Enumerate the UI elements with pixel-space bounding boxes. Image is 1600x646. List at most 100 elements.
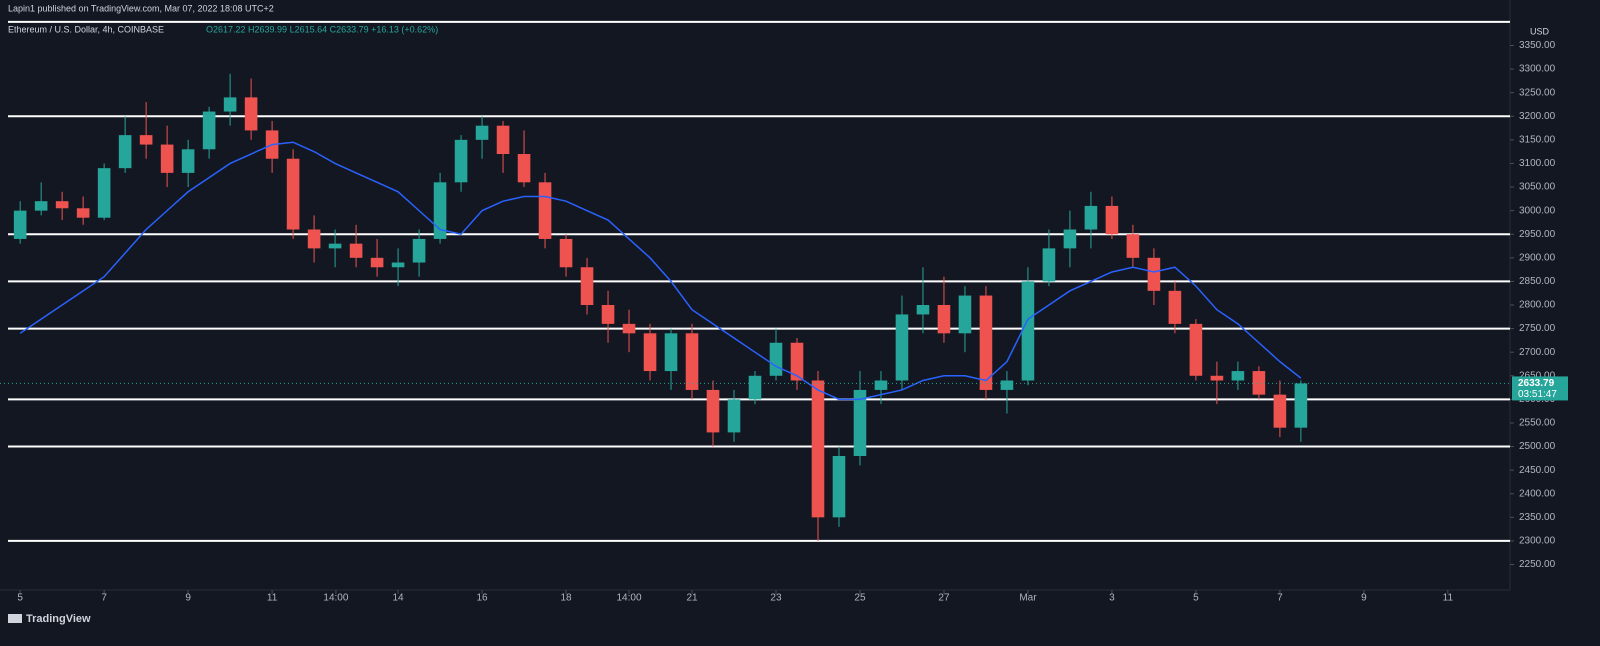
y-tick-label: 2700.00 [1519, 347, 1556, 358]
y-tick-label: 2550.00 [1519, 418, 1556, 429]
candle-body [55, 201, 69, 209]
candle-body [622, 323, 636, 334]
y-tick-label: 3050.00 [1519, 182, 1556, 193]
y-tick-label: 3300.00 [1519, 64, 1556, 75]
candle-body [979, 295, 993, 390]
candle-body [34, 201, 48, 211]
ohlc-legend: O2617.22 H2639.99 L2615.64 C2633.79 +16.… [206, 24, 438, 34]
candle-body [286, 158, 300, 230]
candle-body [769, 342, 783, 376]
candle-body [160, 144, 174, 173]
candle-body [13, 210, 27, 239]
candle-body [811, 380, 825, 518]
candle-body [790, 342, 804, 381]
last-price-label: 2633.79 [1518, 378, 1555, 389]
candle-body [895, 314, 909, 381]
y-tick-label: 2950.00 [1519, 229, 1556, 240]
x-tick-label: 11 [1443, 593, 1454, 604]
candle-body [580, 267, 594, 305]
y-tick-label: 2900.00 [1519, 252, 1556, 263]
y-tick-label: 2750.00 [1519, 323, 1556, 334]
candle-body [1252, 371, 1266, 395]
candle-body [202, 111, 216, 150]
x-tick-label: 14 [393, 593, 405, 604]
candle-body [1273, 394, 1287, 428]
y-tick-label: 2250.00 [1519, 559, 1556, 570]
last-price-box [1512, 376, 1568, 401]
candle-body [118, 135, 132, 169]
x-tick-label: 7 [101, 593, 107, 604]
x-tick-label: 18 [560, 593, 572, 604]
y-tick-label: 2350.00 [1519, 512, 1556, 523]
x-tick-label: 11 [267, 593, 278, 604]
candle-body [412, 238, 426, 263]
candle-body [328, 243, 342, 249]
countdown: 03:51:47 [1518, 389, 1557, 400]
candle-body [307, 229, 321, 249]
x-tick-label: 14:00 [323, 593, 348, 604]
candle-body [1231, 371, 1245, 381]
candle-body [685, 333, 699, 390]
x-tick-label: 21 [686, 593, 698, 604]
y-tick-label: 3250.00 [1519, 87, 1556, 98]
candle-body [643, 333, 657, 372]
candle-body [433, 182, 447, 239]
footer-bar [0, 608, 1600, 646]
logo [8, 614, 22, 623]
chart-title: Ethereum / U.S. Dollar, 4h, COINBASE [8, 24, 164, 34]
y-tick-label: 2650.00 [1519, 370, 1556, 381]
currency: USD [1530, 26, 1550, 36]
y-tick-label: 2450.00 [1519, 465, 1556, 476]
y-tick-label: 3100.00 [1519, 158, 1556, 169]
candle-body [1105, 205, 1119, 235]
candle-body [538, 182, 552, 239]
x-tick-label: 7 [1277, 593, 1283, 604]
ma-line [19, 141, 1302, 401]
candle-body [664, 333, 678, 372]
candle-body [181, 149, 195, 173]
candle-body [349, 243, 363, 258]
candle-body [1000, 380, 1014, 390]
x-tick-label: 5 [1193, 593, 1199, 604]
candle-body [1021, 281, 1035, 381]
candle-body [1126, 234, 1140, 258]
y-tick-label: 2300.00 [1519, 536, 1556, 547]
y-tick-label: 3150.00 [1519, 134, 1556, 145]
x-tick-label: 5 [17, 593, 23, 604]
candle-body [1042, 248, 1056, 282]
candle-body [1210, 375, 1224, 381]
x-tick-label: 16 [476, 593, 488, 604]
y-tick-label: 3000.00 [1519, 205, 1556, 216]
candle-body [727, 399, 741, 433]
candle-body [1063, 229, 1077, 249]
footer-brand: TradingView [26, 613, 91, 625]
y-tick-label: 2800.00 [1519, 300, 1556, 311]
candle-body [706, 389, 720, 433]
candle-body [874, 380, 888, 390]
x-tick-label: 14:00 [617, 593, 642, 604]
x-tick-label: 3 [1109, 593, 1115, 604]
x-tick-label: 23 [770, 593, 782, 604]
candle-body [97, 168, 111, 218]
publisher: Lapin1 published on TradingView.com, Mar… [8, 3, 274, 13]
x-tick-label: Mar [1019, 593, 1037, 604]
x-tick-label: 9 [1361, 593, 1367, 604]
candle-body [1294, 383, 1308, 428]
y-tick-label: 3350.00 [1519, 40, 1556, 51]
x-tick-label: 9 [185, 593, 191, 604]
candle-body [559, 238, 573, 268]
candle-body [391, 262, 405, 268]
candle-body [139, 135, 153, 145]
x-tick-label: 27 [938, 593, 950, 604]
candle-body [517, 154, 531, 183]
candle-body [496, 125, 510, 155]
candle-body [1168, 290, 1182, 324]
y-tick-label: 3200.00 [1519, 111, 1556, 122]
candle-body [1147, 257, 1161, 291]
x-tick-label: 25 [854, 593, 866, 604]
candle-body [1084, 205, 1098, 230]
candle-body [370, 257, 384, 268]
candle-body [958, 295, 972, 334]
